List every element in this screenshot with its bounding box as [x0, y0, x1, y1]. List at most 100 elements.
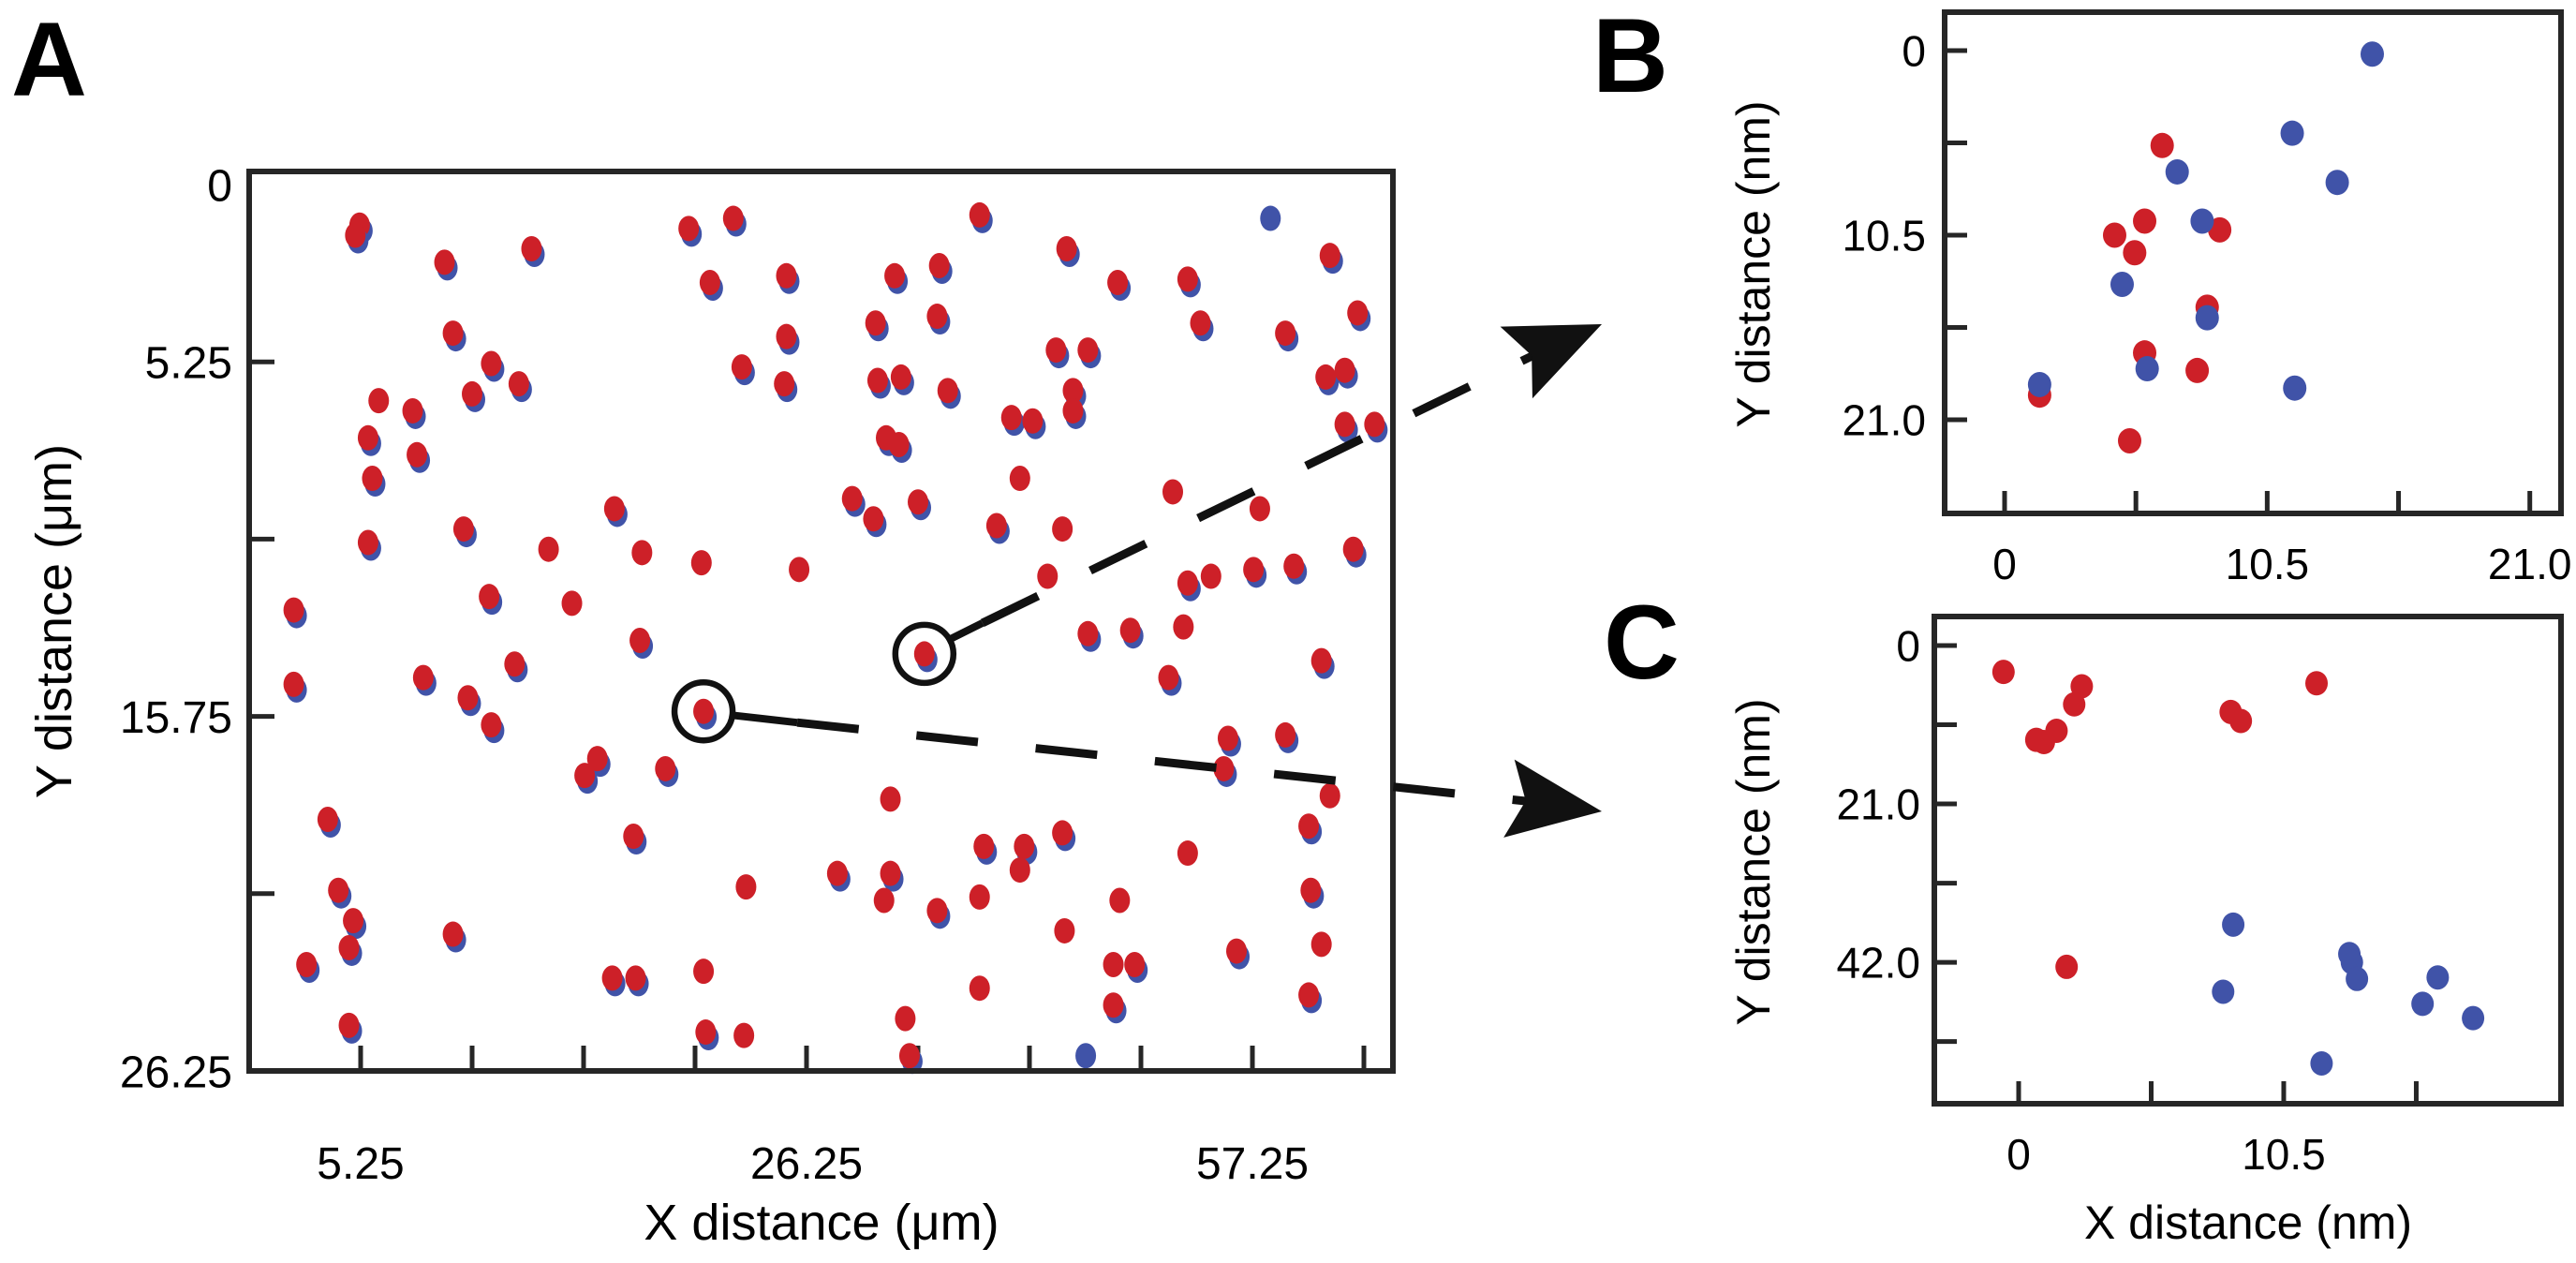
a-plot-box [246, 169, 1396, 1074]
a-data-point-red [926, 304, 948, 330]
a-data-point-red [1315, 364, 1337, 390]
a-data-point-red [1275, 721, 1296, 748]
b-data-point-blue [2360, 41, 2384, 67]
a-data-point-red [1177, 570, 1198, 596]
a-data-point-red [603, 496, 625, 522]
a-data-point-red [1200, 563, 1221, 589]
a-data-point-red [1310, 647, 1332, 674]
b-data-point-blue [2325, 170, 2349, 196]
a-data-point-red [1334, 411, 1355, 438]
a-data-point-red [296, 951, 318, 977]
a-data-point-red [1275, 320, 1296, 347]
a-data-point-red [1298, 813, 1320, 840]
a-data-point-red [789, 557, 810, 583]
panel-a-y-axis-title: Y distance (μm) [26, 443, 82, 799]
a-data-point-red [880, 786, 901, 812]
a-data-point-red [776, 262, 797, 289]
a-data-point-red [601, 965, 623, 991]
a-data-point-red [722, 205, 744, 231]
a-data-point-red [693, 698, 715, 724]
a-data-point-red [1334, 357, 1355, 383]
a-data-point-red [1158, 664, 1179, 691]
a-data-point-red [508, 371, 529, 397]
a-data-point-red [1124, 951, 1146, 977]
a-data-point-red [457, 685, 479, 711]
a-data-point-red [1283, 553, 1305, 579]
panel-b-y-axis-title: Y distance (nm) [1727, 100, 1780, 428]
a-y-tick-label: 15.75 [120, 693, 232, 743]
zoom-link-to-c-connector [730, 711, 798, 727]
a-data-point-red [1014, 833, 1035, 859]
c-y-tick-label: 0 [1896, 622, 1920, 671]
b-data-point-red [2118, 427, 2141, 453]
b-data-point-blue [2165, 158, 2189, 185]
zoom-link-to-b-arrowhead [1500, 324, 1602, 399]
c-data-point-blue [2426, 965, 2450, 990]
a-data-point-red [328, 877, 349, 903]
a-data-point-red [1037, 563, 1059, 589]
c-data-point-blue [2310, 1050, 2333, 1076]
a-data-point-red [884, 262, 906, 289]
b-data-point-red [2133, 208, 2157, 234]
c-data-point-red [2055, 954, 2079, 979]
zoom-link-to-c-arrowhead [1503, 759, 1602, 838]
b-x-tick-label: 10.5 [2226, 540, 2310, 588]
a-data-point-red [1319, 782, 1340, 809]
b-data-point-blue [2027, 371, 2051, 397]
a-data-point-red [1077, 337, 1099, 364]
a-data-point-red [1054, 917, 1075, 944]
b-x-tick-label: 0 [1992, 540, 2017, 588]
a-data-point-red [1177, 266, 1198, 292]
panel-c-letter: C [1604, 584, 1680, 701]
c-x-tick-label: 10.5 [2242, 1130, 2326, 1179]
a-data-point-red [442, 320, 464, 347]
a-data-point-red [1107, 270, 1129, 296]
a-data-point-red [866, 367, 888, 394]
b-data-point-blue [2280, 120, 2304, 146]
panel-b-letter: B [1592, 0, 1668, 114]
c-data-point-blue [2346, 966, 2369, 991]
zoom-link-to-b-connector [945, 619, 985, 645]
a-data-point-red [317, 807, 338, 833]
a-data-point-red [888, 431, 910, 457]
a-data-point-red [969, 201, 990, 228]
a-data-point-red [865, 310, 886, 336]
a-y-tick-label: 5.25 [145, 338, 232, 388]
a-data-point-red [1000, 405, 1022, 431]
a-data-point-red [1062, 378, 1084, 404]
a-data-point-red [1009, 466, 1030, 492]
a-data-point-red [412, 664, 434, 691]
a-data-point-red [776, 323, 797, 349]
b-data-point-red [2102, 222, 2126, 248]
c-data-point-red [2032, 730, 2055, 755]
a-data-point-red [695, 1019, 717, 1046]
c-data-point-blue [2462, 1005, 2485, 1031]
a-data-point-red [1052, 820, 1073, 846]
a-data-point-red [434, 249, 455, 275]
a-data-point-red [357, 529, 378, 556]
a-data-point-red [538, 536, 559, 562]
b-data-point-blue [2195, 305, 2219, 331]
c-y-tick-label: 21.0 [1836, 780, 1920, 829]
c-data-point-blue [2222, 912, 2245, 937]
a-data-point-red [1213, 755, 1235, 781]
c-data-point-red [2070, 674, 2094, 699]
a-data-point-red [1177, 840, 1198, 867]
a-data-point-red [841, 485, 863, 512]
a-y-tick-label: 26.25 [120, 1048, 232, 1097]
a-data-point-red [1243, 557, 1265, 583]
a-data-point-red [629, 628, 651, 654]
a-data-point-red [733, 1022, 755, 1048]
c-data-point-red [2063, 691, 2086, 717]
a-data-point-red [937, 378, 958, 404]
a-data-point-red [873, 887, 895, 914]
a-data-point-red [1077, 620, 1099, 646]
a-data-point-red [462, 380, 483, 407]
c-data-point-blue [2411, 991, 2435, 1017]
a-data-point-red [521, 235, 542, 261]
a-data-point-red [362, 466, 383, 492]
a-data-point-red [969, 884, 990, 910]
a-data-point-red [735, 874, 757, 900]
a-data-point-red [452, 516, 474, 542]
a-data-point-blue [1075, 1043, 1097, 1069]
